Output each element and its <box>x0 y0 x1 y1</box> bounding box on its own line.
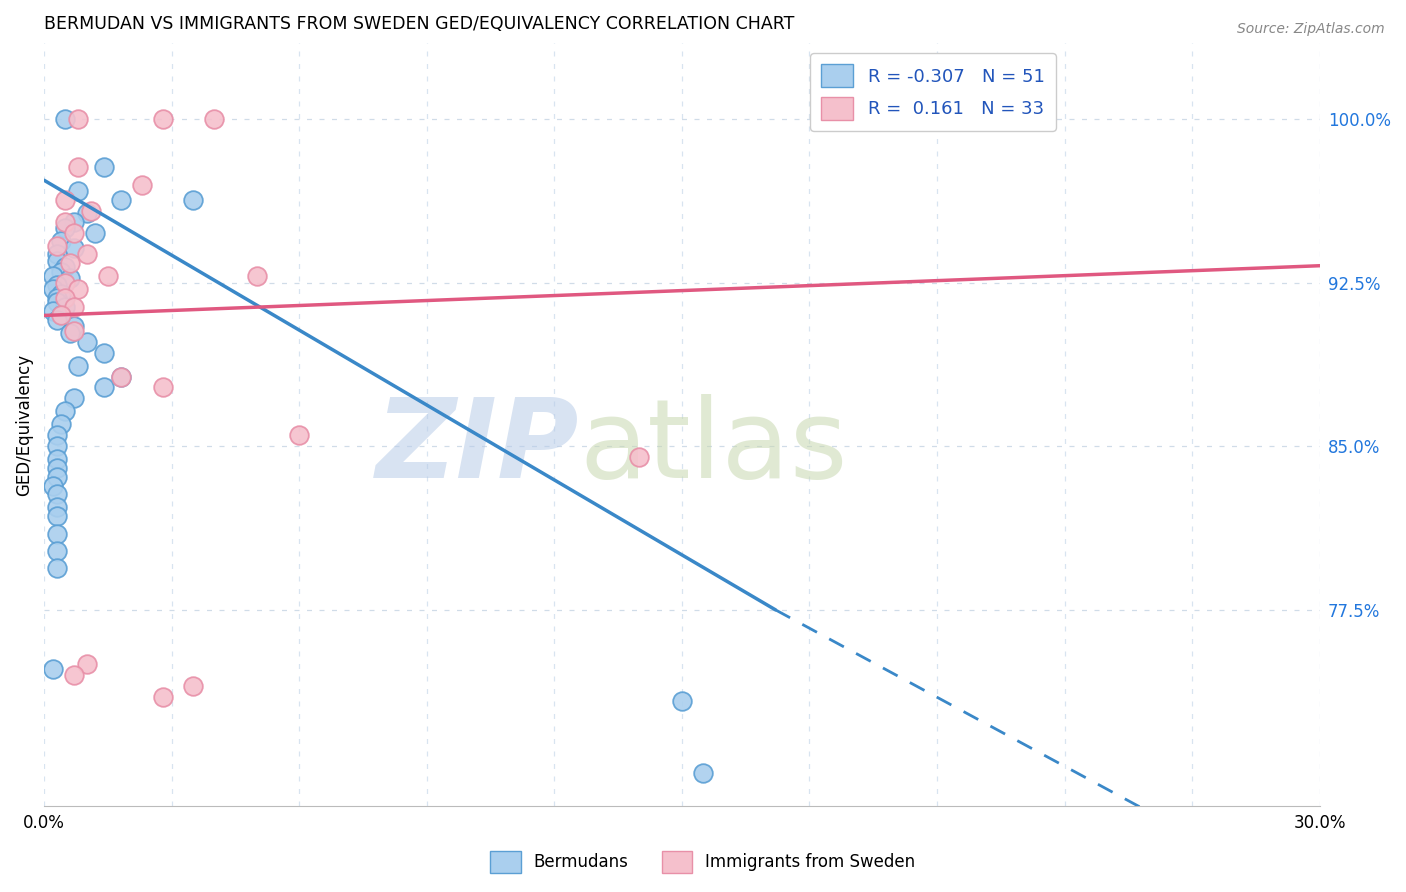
Point <box>41 282 63 296</box>
Point <box>49 235 72 249</box>
Point <box>671 694 693 708</box>
Text: BERMUDAN VS IMMIGRANTS FROM SWEDEN GED/EQUIVALENCY CORRELATION CHART: BERMUDAN VS IMMIGRANTS FROM SWEDEN GED/E… <box>44 15 794 33</box>
Point <box>45 461 67 475</box>
Legend: Bermudans, Immigrants from Sweden: Bermudans, Immigrants from Sweden <box>484 845 922 880</box>
Point <box>45 247 67 261</box>
Point <box>53 260 76 275</box>
Point <box>41 269 63 284</box>
Point <box>152 380 174 394</box>
Point <box>53 221 76 235</box>
Point <box>63 215 86 229</box>
Point <box>93 380 115 394</box>
Point <box>45 452 67 467</box>
Point <box>45 295 67 310</box>
Text: Source: ZipAtlas.com: Source: ZipAtlas.com <box>1237 22 1385 37</box>
Point <box>67 282 90 296</box>
Point <box>84 226 107 240</box>
Point <box>59 271 82 285</box>
Y-axis label: GED/Equivalency: GED/Equivalency <box>15 353 32 496</box>
Point <box>181 679 204 693</box>
Point <box>45 544 67 558</box>
Point <box>59 256 82 270</box>
Point <box>110 369 132 384</box>
Point <box>67 112 90 127</box>
Point <box>49 417 72 432</box>
Point <box>45 313 67 327</box>
Point <box>49 309 72 323</box>
Point <box>67 359 90 373</box>
Point <box>628 450 651 465</box>
Point <box>63 300 86 314</box>
Point <box>288 428 311 442</box>
Point <box>76 247 98 261</box>
Point <box>53 276 76 290</box>
Point <box>152 690 174 704</box>
Point <box>76 206 98 220</box>
Point <box>93 345 115 359</box>
Point <box>45 277 67 292</box>
Point <box>63 324 86 338</box>
Point <box>63 319 86 334</box>
Point <box>181 193 204 207</box>
Point <box>41 662 63 676</box>
Point <box>202 112 225 127</box>
Point <box>53 193 76 207</box>
Point <box>49 265 72 279</box>
Point <box>63 668 86 682</box>
Point <box>45 439 67 453</box>
Point <box>63 241 86 255</box>
Point <box>53 291 76 305</box>
Point <box>152 112 174 127</box>
Point <box>45 254 67 268</box>
Point <box>45 561 67 575</box>
Point <box>45 470 67 484</box>
Point <box>67 160 90 174</box>
Point <box>53 404 76 418</box>
Point <box>45 428 67 442</box>
Point <box>93 160 115 174</box>
Text: ZIP: ZIP <box>377 394 579 501</box>
Point <box>63 226 86 240</box>
Text: atlas: atlas <box>579 394 848 501</box>
Point <box>246 269 269 284</box>
Point <box>97 269 120 284</box>
Point <box>45 509 67 524</box>
Point <box>67 184 90 198</box>
Point <box>76 334 98 349</box>
Point <box>80 203 103 218</box>
Point <box>41 478 63 492</box>
Point <box>110 369 132 384</box>
Point <box>45 487 67 501</box>
Legend: R = -0.307   N = 51, R =  0.161   N = 33: R = -0.307 N = 51, R = 0.161 N = 33 <box>810 54 1056 130</box>
Point <box>45 500 67 515</box>
Point <box>110 193 132 207</box>
Point <box>49 309 72 323</box>
Point <box>692 766 714 780</box>
Point <box>59 326 82 340</box>
Point <box>76 657 98 672</box>
Point <box>41 304 63 318</box>
Point <box>53 300 76 314</box>
Point <box>53 112 76 127</box>
Point <box>63 392 86 406</box>
Point <box>45 238 67 252</box>
Point <box>45 291 67 305</box>
Point <box>131 178 153 192</box>
Point <box>49 286 72 301</box>
Point <box>45 526 67 541</box>
Point <box>53 215 76 229</box>
